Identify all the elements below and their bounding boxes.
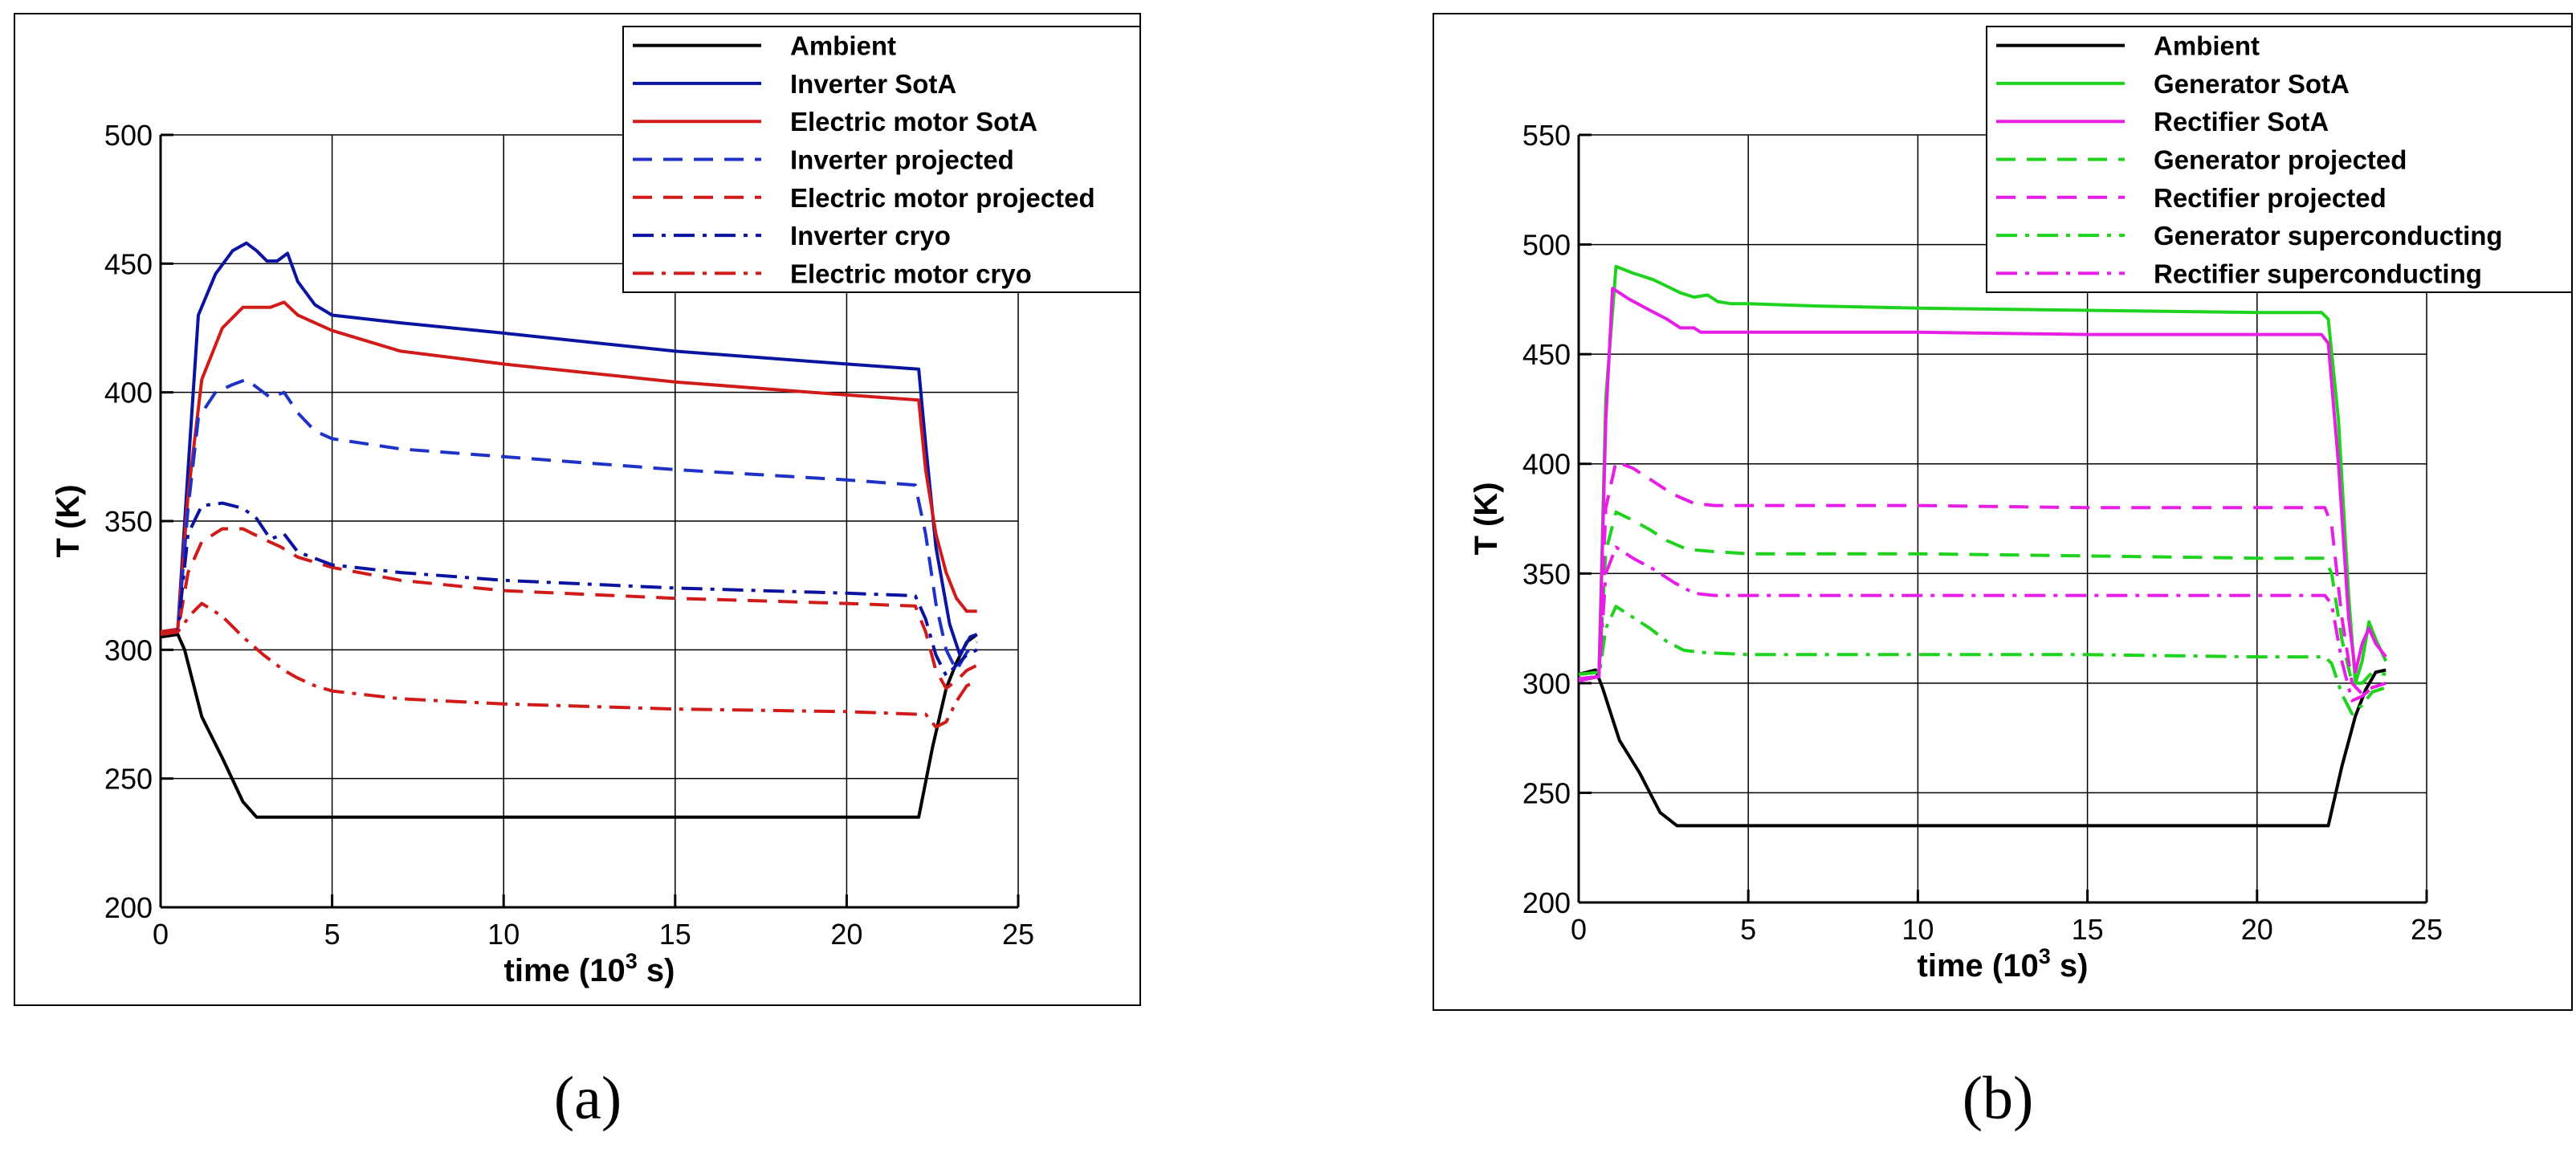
x-tick-label: 20 (2241, 913, 2273, 946)
y-tick-label: 550 (1522, 119, 1571, 152)
y-tick-label: 250 (104, 763, 153, 796)
series-line-0 (160, 633, 978, 819)
y-axis-label: T (K) (51, 484, 86, 557)
chart-b: 0 5 10 15 20 25 200 250 300 350 400 450 500 550 time (… (1433, 13, 2573, 1011)
x-tick-label: 15 (2072, 913, 2104, 946)
x-tick-label: 5 (324, 918, 340, 951)
y-tick-label: 250 (1522, 776, 1571, 809)
x-tick-label: 25 (1002, 918, 1034, 951)
figure-frame (1433, 13, 2573, 1011)
y-tick-label: 350 (104, 505, 153, 538)
legend-label-0: Ambient (2154, 31, 2260, 61)
chart-a: 0 5 10 15 20 25 200 250 300 350 400 450 500 time (103… (14, 13, 1141, 1006)
y-tick-label: 350 (1522, 557, 1571, 590)
y-tick-label: 300 (1522, 667, 1571, 700)
x-tick-label: 10 (1901, 913, 1934, 946)
y-tick-label: 450 (104, 247, 153, 280)
legend-label-5: Generator superconducting (2154, 221, 2503, 251)
series-line-3 (160, 377, 979, 672)
series-line-1 (1578, 264, 2388, 685)
series-line-5 (1578, 605, 2386, 716)
y-tick-label: 200 (1522, 886, 1571, 919)
legend-label-4: Rectifier projected (2154, 183, 2386, 213)
legend-label-6: Electric motor cryo (790, 259, 1032, 288)
panel-caption-b: (b) (1962, 1065, 2034, 1132)
legend-label-1: Inverter SotA (790, 69, 956, 99)
legend-label-3: Inverter projected (790, 145, 1014, 175)
legend-label-4: Electric motor projected (790, 183, 1095, 213)
x-tick-label: 10 (487, 918, 520, 951)
series-line-0 (1578, 668, 2386, 828)
y-tick-label: 400 (104, 377, 153, 409)
y-tick-label: 400 (1522, 448, 1571, 481)
x-tick-label: 0 (153, 918, 169, 951)
y-tick-label: 500 (1522, 229, 1571, 262)
x-tick-label: 20 (830, 918, 862, 951)
series-line-1 (160, 241, 978, 657)
legend-label-0: Ambient (790, 31, 896, 61)
legend-label-6: Rectifier superconducting (2154, 259, 2482, 288)
legend-label-5: Inverter cryo (790, 221, 951, 251)
series-line-6 (1578, 545, 2386, 703)
y-tick-label: 200 (104, 891, 153, 924)
figure-frame (14, 13, 1141, 1006)
series-line-2 (160, 300, 977, 633)
series-line-5 (160, 501, 978, 678)
x-tick-label: 0 (1571, 913, 1587, 946)
x-tick-label: 25 (2411, 913, 2443, 946)
series-line-4 (160, 527, 978, 690)
y-tick-label: 300 (104, 633, 153, 666)
series-line-3 (1578, 510, 2386, 685)
series-line-2 (1578, 287, 2387, 683)
x-axis-label: time (103 s) (1918, 944, 2089, 984)
y-tick-label: 500 (104, 119, 153, 152)
x-tick-label: 5 (1740, 913, 1756, 946)
y-tick-label: 450 (1522, 338, 1571, 371)
legend (1986, 26, 2573, 293)
panel-caption-a: (a) (553, 1065, 622, 1132)
series-line-6 (160, 601, 978, 729)
legend-label-2: Rectifier SotA (2154, 107, 2329, 136)
series-line-4 (1578, 460, 2386, 696)
legend-label-1: Generator SotA (2154, 69, 2350, 99)
legend-label-3: Generator projected (2154, 145, 2407, 175)
x-axis-label: time (103 s) (504, 949, 675, 988)
x-tick-label: 15 (659, 918, 691, 951)
legend-label-2: Electric motor SotA (790, 107, 1037, 136)
y-axis-label: T (K) (1469, 482, 1504, 555)
